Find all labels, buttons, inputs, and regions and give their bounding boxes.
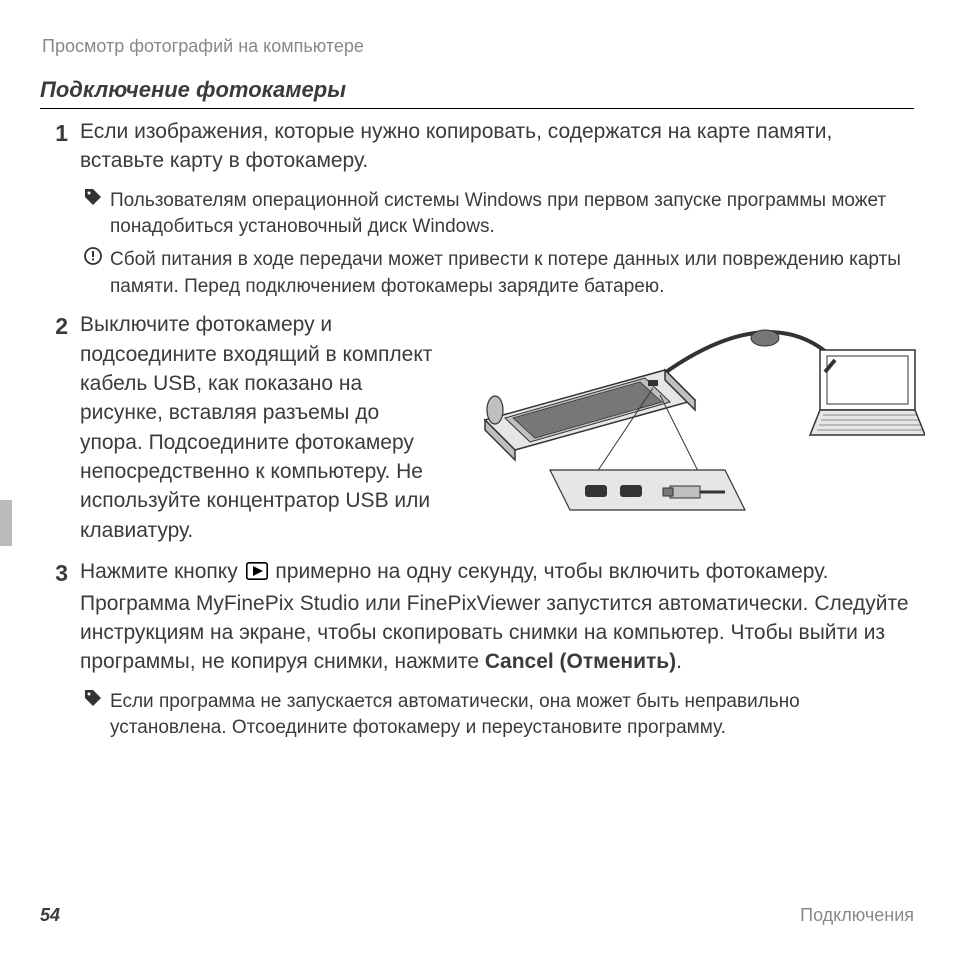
tag-icon (84, 689, 110, 742)
step-number: 1 (50, 117, 74, 176)
page-footer: 54 Подключения (40, 903, 914, 928)
camera-illustration (485, 370, 695, 460)
note-body: Сбой питания в ходе передачи может приве… (110, 247, 914, 300)
step-body: Нажмите кнопку примерно на одну секунду,… (74, 557, 914, 677)
step-1: 1 Если изображения, которые нужно копиро… (40, 117, 914, 176)
step-body: Выключите фотокамеру и подсоедините вход… (74, 310, 925, 545)
tag-icon (84, 188, 110, 241)
step-number: 3 (50, 557, 74, 677)
page: Просмотр фотографий на компьютере Подклю… (0, 0, 954, 954)
section-title: Подключение фотокамеры (40, 75, 914, 109)
connection-diagram (465, 310, 925, 540)
note-tip-1: Пользователям операционной системы Windo… (84, 188, 914, 241)
step-number: 2 (50, 310, 74, 545)
step3-pre: Нажмите кнопку (80, 560, 244, 583)
note-body: Если программа не запускается автоматиче… (110, 689, 914, 742)
laptop-illustration (810, 350, 925, 435)
caution-icon (84, 247, 110, 300)
note-caution-1: Сбой питания в ходе передачи может приве… (84, 247, 914, 300)
note-tip-2: Если программа не запускается автоматиче… (84, 689, 914, 742)
step-3: 3 Нажмите кнопку примерно на одну секунд… (40, 557, 914, 677)
step-body: Если изображения, которые нужно копирова… (74, 117, 914, 176)
step3-bold: Cancel (Отменить) (485, 650, 676, 673)
note-body: Пользователям операционной системы Windo… (110, 188, 914, 241)
step3-tail: . (676, 650, 682, 673)
step-2: 2 Выключите фотокамеру и подсоедините вх… (40, 310, 914, 545)
step-2-text: Выключите фотокамеру и подсоедините вход… (80, 310, 445, 545)
playback-button-icon (246, 559, 268, 588)
running-header: Просмотр фотографий на компьютере (42, 34, 914, 59)
page-number: 54 (40, 903, 60, 928)
footer-section-label: Подключения (800, 903, 914, 928)
